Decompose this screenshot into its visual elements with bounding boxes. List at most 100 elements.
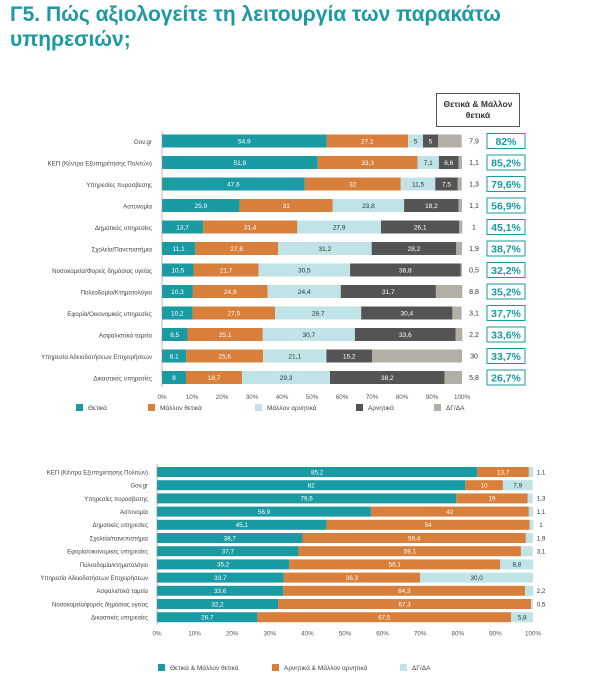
dk-na-label: 1,3 <box>469 182 479 189</box>
bar-segment <box>520 546 533 557</box>
data-label: 3,1 <box>537 549 546 556</box>
bar-segment <box>330 371 445 384</box>
data-label: 13,7 <box>497 469 510 476</box>
data-label: 27,1 <box>361 139 374 146</box>
data-label: 25,9 <box>195 203 208 210</box>
x-tick-label: 80% <box>396 394 409 401</box>
bar-segment <box>400 177 436 191</box>
legend-label: ΔΓ/ΔΑ <box>446 405 465 412</box>
bar-segment <box>239 199 333 212</box>
bar-segment <box>157 506 371 517</box>
x-tick-label: 0% <box>152 630 162 637</box>
positive-total-box <box>486 154 526 171</box>
data-label: 1,1 <box>537 509 546 516</box>
data-label: 33,6 <box>399 332 412 339</box>
positive-total-value: 35,2% <box>491 287 521 299</box>
legend-label: Μάλλον θετικά <box>160 404 202 412</box>
bar-segment <box>408 134 423 148</box>
data-label: 21,7 <box>220 268 233 275</box>
bar-segment <box>162 306 193 320</box>
data-label: 26,7 <box>201 615 214 622</box>
positive-total-value: 79,6% <box>491 179 521 191</box>
bar-segment <box>528 506 533 517</box>
bar-segment <box>477 467 529 477</box>
legend-swatch <box>400 664 407 671</box>
category-label: Πολεοδομία/κτηματολόγιο <box>80 562 149 569</box>
positive-total-box <box>486 283 526 300</box>
x-tick-label: 50% <box>306 394 319 401</box>
bar-segment <box>460 263 462 277</box>
bar-segment <box>435 177 458 191</box>
x-tick-label: 70% <box>414 630 427 637</box>
category-label: ΚΕΠ (Κέντρα Εξυπηρέτησης Πολιτών) <box>47 469 148 476</box>
data-label: 8,5 <box>170 332 179 339</box>
data-label: 25,1 <box>219 332 232 339</box>
data-label: 67,5 <box>378 615 391 622</box>
data-label: 18,7 <box>208 375 221 382</box>
legend-swatch <box>272 664 279 671</box>
bar-segment <box>361 306 453 320</box>
x-tick-label: 100% <box>454 394 471 401</box>
positive-total-box <box>486 326 526 343</box>
x-tick-label: 40% <box>301 630 314 637</box>
category-label: Ασφαλιστικά ταμεία <box>96 588 148 595</box>
bar-segment <box>162 134 327 148</box>
data-label: 45,1 <box>236 522 249 529</box>
data-label: 33,7 <box>214 575 227 582</box>
x-tick-label: 50% <box>339 630 352 637</box>
legend-label: Θετικά <box>88 404 107 412</box>
bar-segment <box>420 572 533 583</box>
data-label: 51,9 <box>234 160 247 167</box>
data-label: 32,2 <box>211 601 224 608</box>
category-label: Υπηρεσίες πυροσβεσης <box>84 497 148 503</box>
bar-segment <box>500 559 534 570</box>
legend-swatch <box>158 664 165 671</box>
category-label: Αστυνομία <box>120 510 148 516</box>
data-label: 33,3 <box>361 160 374 167</box>
bar-segment <box>527 493 533 504</box>
data-label: 2,2 <box>537 588 546 595</box>
data-label: 23,8 <box>362 203 375 210</box>
positive-total-box <box>486 240 526 257</box>
data-label: 18,2 <box>425 203 438 210</box>
category-label: Δικαστικές υπηρεσίες <box>91 615 148 622</box>
data-label: 25,6 <box>218 354 231 361</box>
data-label: 28,2 <box>408 246 421 253</box>
data-label: 1 <box>539 522 543 529</box>
bar-segment <box>298 546 521 557</box>
data-label: 10,2 <box>171 311 184 318</box>
bar-segment <box>458 156 462 169</box>
dk-na-label: 30 <box>470 354 478 361</box>
data-label: 7,1 <box>424 160 433 167</box>
positive-total-value: 33,7% <box>491 351 521 363</box>
data-label: 30,7 <box>303 332 316 339</box>
data-label: 37,7 <box>222 549 235 556</box>
bar-segment <box>317 156 418 169</box>
bar-segment <box>302 533 526 543</box>
data-label: 27,9 <box>333 225 346 232</box>
bar-segment <box>371 242 457 255</box>
bar-segment <box>340 285 436 298</box>
bar-segment <box>162 349 187 363</box>
data-label: 59,1 <box>404 549 417 556</box>
x-tick-label: 10% <box>186 394 199 401</box>
x-tick-label: 70% <box>366 394 379 401</box>
data-label: 32 <box>349 182 357 189</box>
bar-segment <box>193 263 259 277</box>
legend-label: Αρνητικά & Μάλλον αρνητικά <box>284 664 368 672</box>
dk-na-label: 3,1 <box>469 311 479 318</box>
bar-segment <box>157 533 303 543</box>
bar-segment <box>275 306 362 320</box>
positive-total-box <box>486 197 526 214</box>
positive-total-value: 85,2% <box>491 158 521 170</box>
data-label: 7,5 <box>442 182 451 189</box>
x-tick-label: 40% <box>276 394 289 401</box>
legend-label: Μάλλον αρνητικά <box>267 404 317 412</box>
bar-segment <box>186 371 243 384</box>
data-label: 21,1 <box>288 354 301 361</box>
data-label: 1,9 <box>537 535 546 542</box>
x-tick-label: 20% <box>216 394 229 401</box>
data-label: 30,0 <box>470 575 483 582</box>
data-label: 7,9 <box>513 483 522 490</box>
data-label: 27,6 <box>230 246 243 253</box>
